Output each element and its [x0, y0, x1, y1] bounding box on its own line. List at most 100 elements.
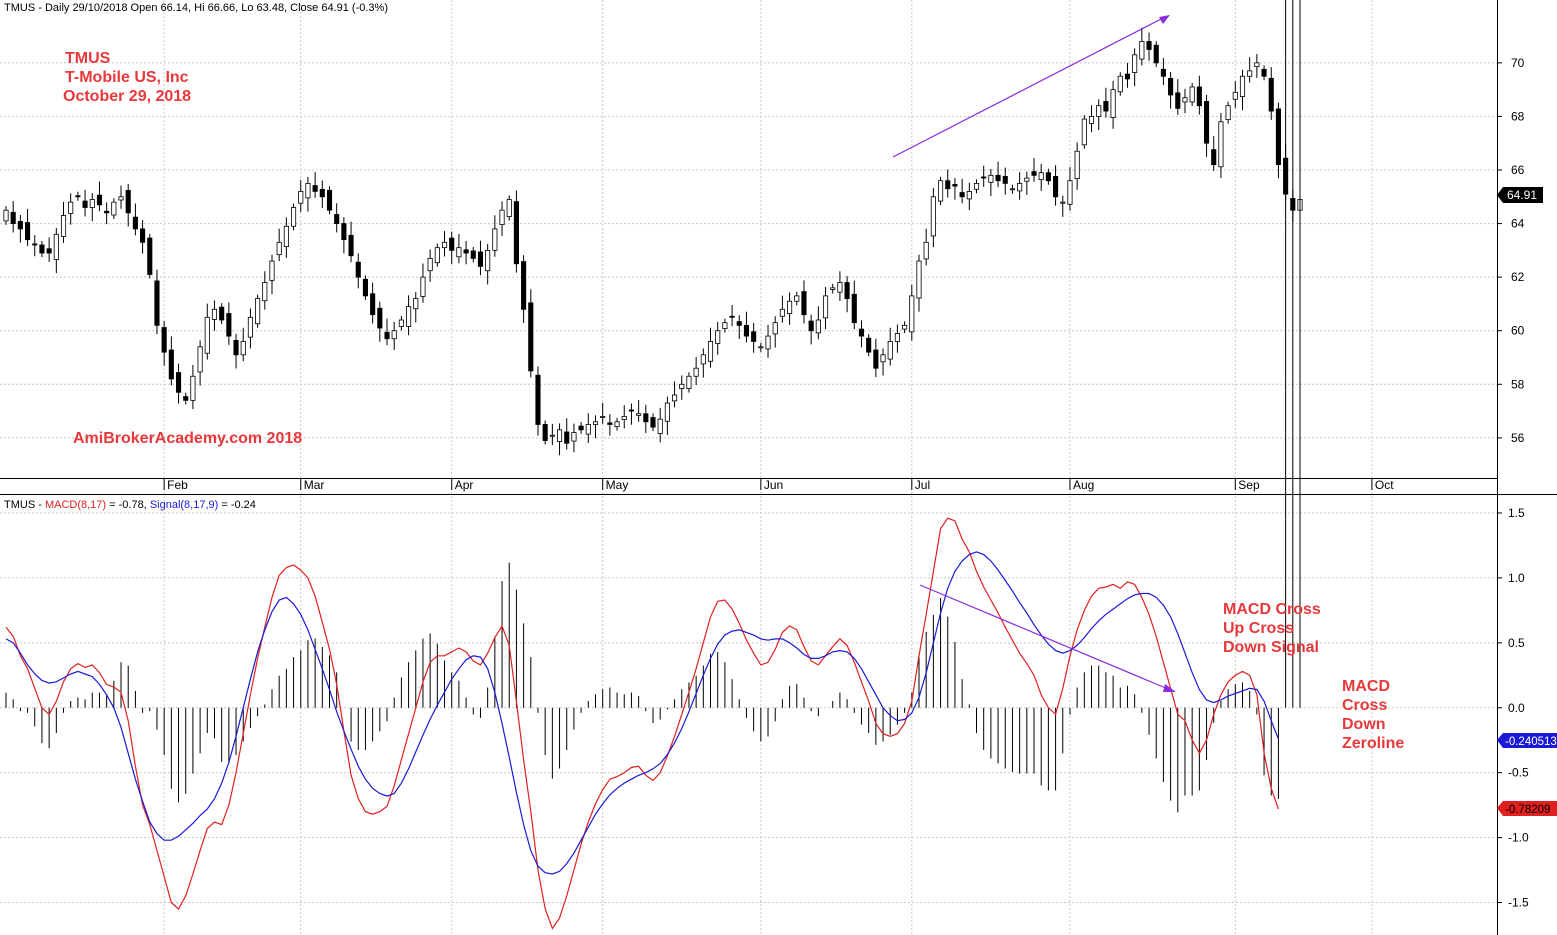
macd-lines: [5, 517, 1279, 930]
price-x-axis: Feb Mar Apr May Jun Jul Aug Sep Oct: [163, 478, 1394, 492]
month-tick-label: Jul: [915, 478, 930, 492]
candle-body: [966, 191, 972, 200]
candle-body: [851, 293, 857, 324]
candle-body: [499, 209, 505, 226]
candle-body: [1182, 97, 1188, 103]
candle-body: [837, 282, 843, 293]
candle-body: [470, 250, 476, 259]
candle-body: [614, 421, 620, 428]
candle-body: [585, 424, 591, 435]
candle-body: [398, 319, 404, 327]
candle-body: [1053, 176, 1059, 198]
candle-body: [25, 222, 31, 241]
candle-body: [628, 409, 634, 412]
candle-body: [1196, 86, 1202, 107]
candle-body: [945, 180, 951, 190]
candle-body: [1110, 89, 1116, 118]
cross-zeroline-note-2: Cross: [1342, 697, 1387, 714]
candle-body: [542, 424, 548, 441]
candle-body: [1117, 75, 1123, 93]
candle-body: [600, 416, 606, 418]
price-y-tick-label: 64: [1511, 217, 1525, 231]
candle-body: [89, 199, 95, 208]
company-annotation: T-Mobile US, Inc: [65, 69, 189, 86]
candle-body: [283, 225, 289, 248]
candle-body: [75, 195, 81, 198]
candle-body: [161, 327, 167, 353]
candle-body: [298, 191, 304, 204]
candle-body: [362, 278, 369, 297]
candle-body: [822, 295, 829, 319]
candle-body: [858, 328, 865, 337]
candle-body: [758, 346, 764, 349]
signal-line: [5, 551, 1279, 875]
candle-body: [700, 354, 706, 365]
candle-body: [988, 174, 994, 183]
candle-body: [1060, 201, 1066, 204]
candle-body: [930, 196, 936, 237]
price-header: TMUS - Daily 29/10/2018 Open 66.14, Hi 6…: [4, 2, 388, 14]
candle-body: [1096, 105, 1102, 117]
candle-body: [894, 332, 900, 342]
cross-down-signal-note-2: Up Cross: [1223, 620, 1294, 637]
macd-header-macd-value: = -0.78,: [106, 499, 150, 511]
candle-body: [255, 298, 261, 325]
candle-body: [729, 315, 735, 318]
uptrend-arrowhead: [1159, 15, 1170, 24]
candle-body: [449, 237, 455, 251]
candle-body: [1203, 101, 1210, 144]
candle-body: [902, 324, 908, 330]
candle-body: [564, 431, 570, 444]
candle-body: [104, 210, 110, 214]
candle-body: [887, 341, 893, 360]
candle-body: [305, 182, 311, 199]
price-y-tick-label: 70: [1511, 56, 1525, 70]
ticker-annotation: TMUS: [65, 50, 111, 67]
candle-body: [664, 402, 670, 422]
svg-text:-0.240513: -0.240513: [1505, 736, 1557, 748]
candle-body: [1275, 108, 1281, 166]
candle-body: [463, 249, 469, 254]
candle-body: [650, 417, 656, 428]
cross-zeroline-note-1: MACD: [1342, 678, 1390, 695]
candle-body: [391, 330, 397, 340]
candle-body: [319, 188, 325, 198]
candle-body: [406, 306, 412, 327]
candle-body: [10, 211, 16, 224]
candle-body: [233, 339, 239, 356]
macd-y-tick-label: -1.5: [1508, 896, 1529, 910]
candle-body: [334, 214, 340, 224]
candle-body: [46, 248, 52, 254]
candle-body: [686, 375, 692, 389]
candle-body: [1225, 105, 1231, 121]
candle-body: [1081, 118, 1087, 146]
candle-body: [326, 189, 333, 211]
price-y-tick-label: 60: [1511, 324, 1525, 338]
candle-body: [592, 421, 599, 425]
candle-body: [808, 320, 814, 332]
candle-body: [506, 199, 512, 218]
candle-body: [556, 429, 563, 443]
macd-y-tick-label: -0.5: [1508, 766, 1529, 780]
candle-body: [290, 207, 297, 227]
candle-body: [1132, 54, 1138, 73]
candle-body: [32, 243, 38, 246]
candle-body: [1268, 77, 1274, 112]
candle-body: [916, 260, 922, 299]
candle-body: [1261, 68, 1267, 77]
macd-histogram: [5, 0, 1301, 813]
candle-body: [672, 394, 678, 402]
month-tick-label: Oct: [1375, 478, 1394, 492]
candle-body: [736, 321, 742, 326]
candle-body: [168, 349, 174, 380]
candle-body: [794, 295, 800, 302]
candle-body: [1009, 188, 1016, 191]
price-y-tick-label: 56: [1511, 431, 1525, 445]
price-y-tick-label: 62: [1511, 270, 1525, 284]
candle-body: [657, 418, 663, 434]
candle-body: [341, 223, 347, 241]
candle-body: [441, 241, 448, 249]
candle-body: [923, 241, 929, 260]
